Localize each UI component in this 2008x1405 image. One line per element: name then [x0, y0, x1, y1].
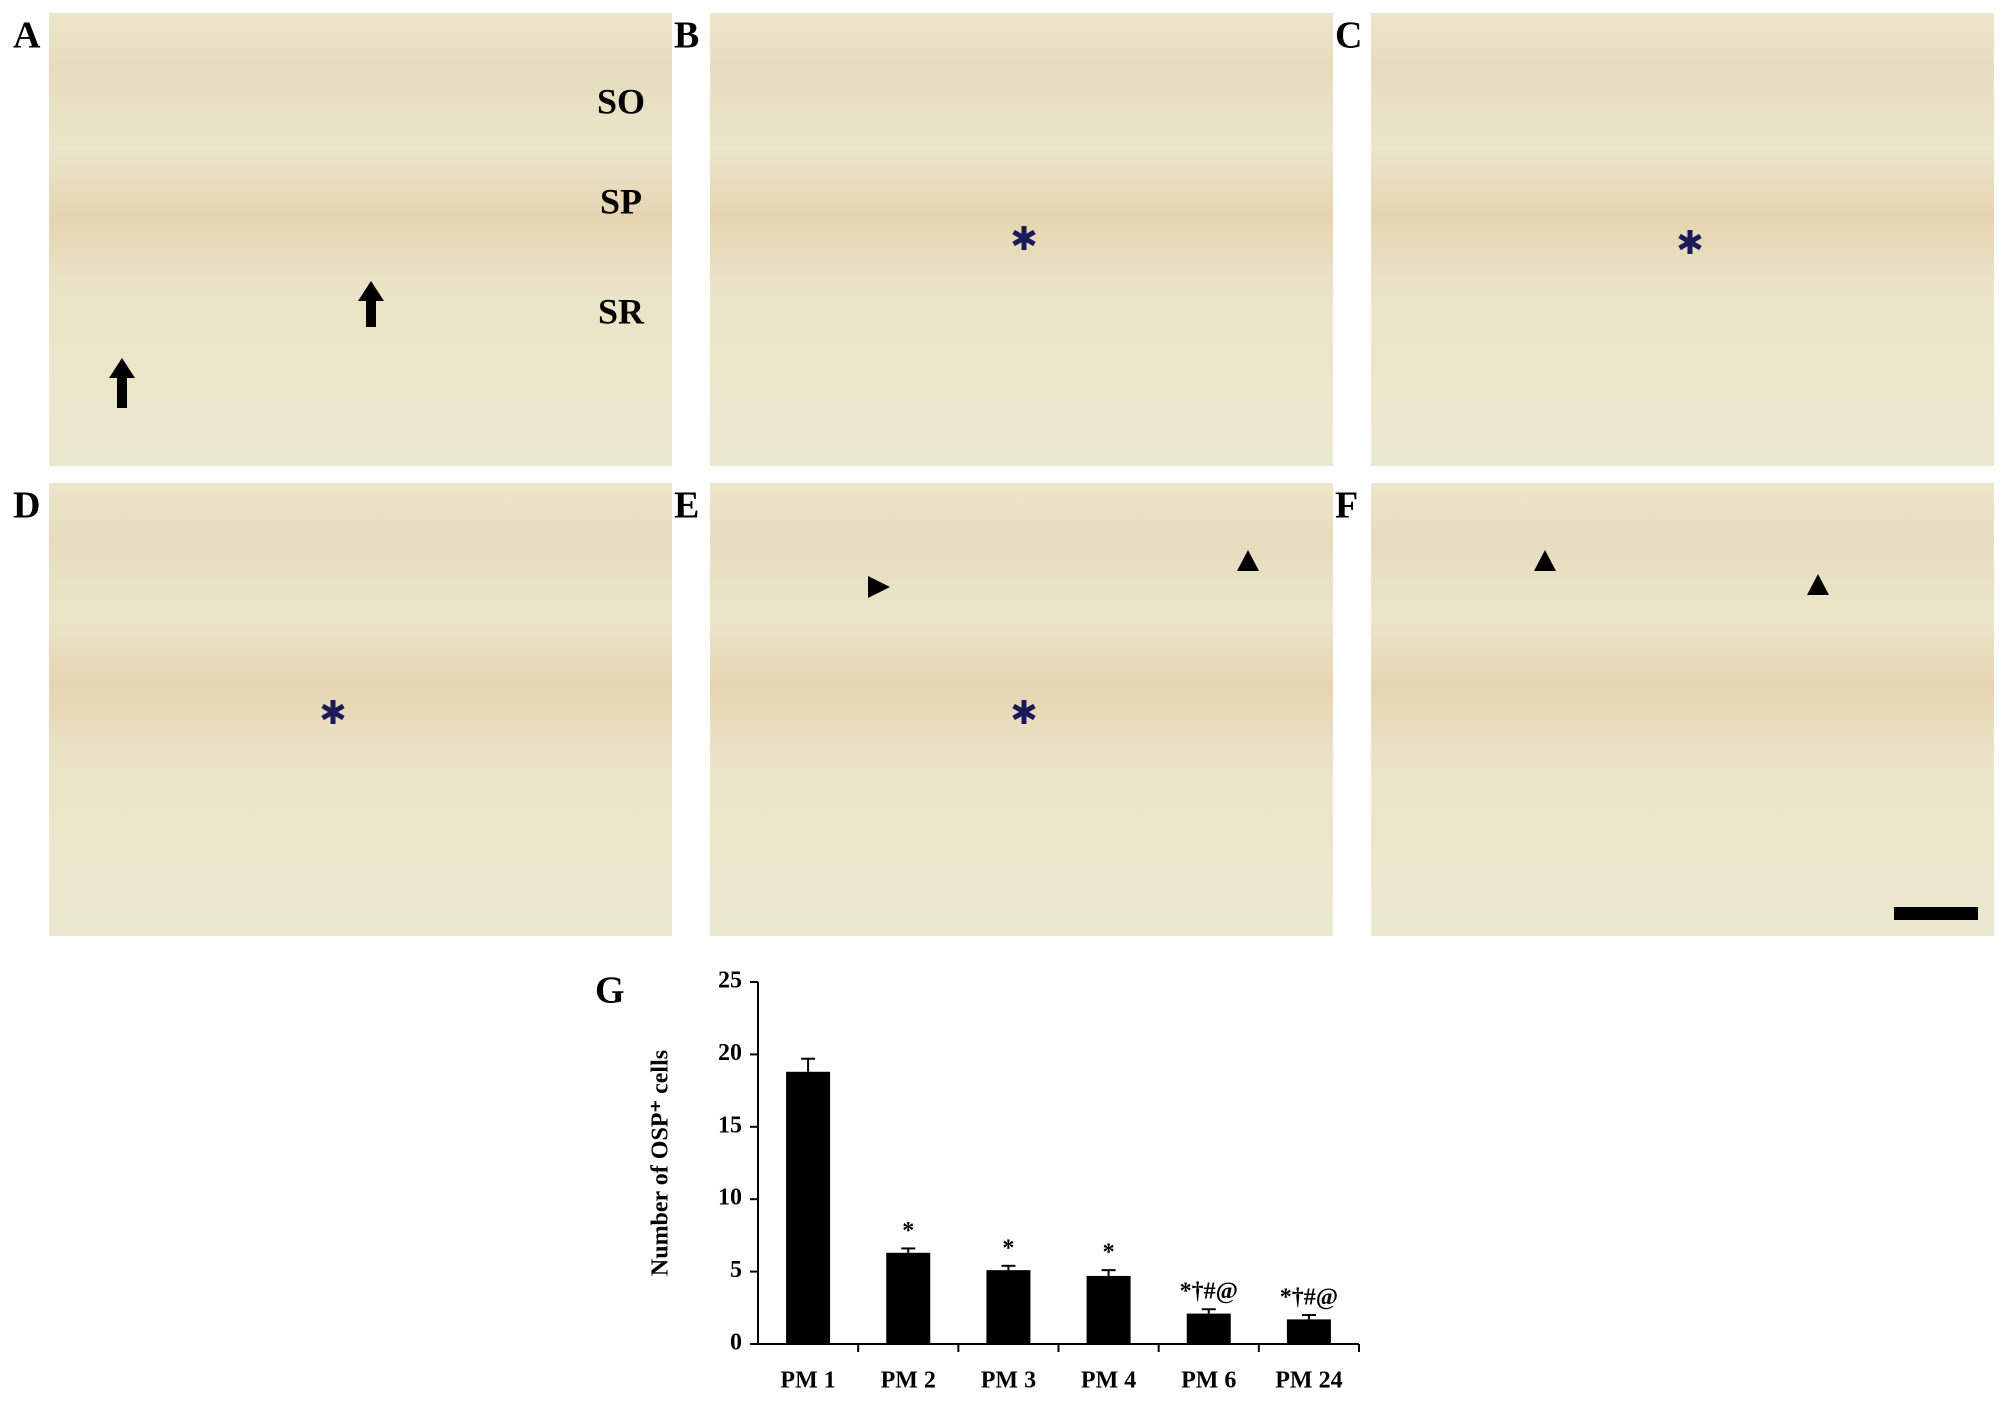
significance-label: * [1002, 1235, 1014, 1261]
panel-label: B [674, 15, 699, 57]
error-bar [1101, 1269, 1116, 1276]
error-bar [1201, 1308, 1216, 1314]
asterisk-stroke [1678, 233, 1702, 251]
annotation-shapes [109, 281, 384, 408]
y-tick-label: 20 [718, 1040, 742, 1066]
asterisk-stroke [321, 703, 345, 721]
error-bar [801, 1057, 816, 1072]
x-tick-label: PM 2 [881, 1368, 936, 1394]
bar [886, 1252, 931, 1344]
x-tick-label: PM 24 [1275, 1368, 1342, 1394]
bar [1186, 1313, 1231, 1344]
significance-label: *†#@ [1180, 1279, 1238, 1305]
arrowhead [868, 576, 890, 598]
bar [786, 1071, 831, 1344]
y-tick-label: 5 [730, 1257, 742, 1283]
bar [1286, 1319, 1331, 1344]
y-axis-label: Number of OSP⁺ cells [648, 1050, 674, 1276]
layer-label: SR [598, 291, 645, 331]
y-tick-label: 10 [718, 1185, 742, 1211]
error-bar [901, 1247, 916, 1253]
layer-label: SO [597, 81, 645, 121]
arrowhead [1237, 550, 1259, 571]
panel-label: D [13, 485, 40, 527]
arrowhead [1807, 574, 1829, 595]
asterisk-stroke [1012, 703, 1036, 721]
arrowhead [1534, 550, 1556, 571]
arrow [109, 358, 135, 408]
x-tick-label: PM 4 [1081, 1368, 1136, 1394]
error-bar [1301, 1314, 1316, 1320]
asterisk-stroke [1012, 229, 1036, 247]
x-tick-label: PM 3 [981, 1368, 1036, 1394]
micrograph [1371, 483, 1994, 936]
x-tick-label: PM 1 [780, 1368, 835, 1394]
asterisk [1012, 226, 1036, 250]
bar [1086, 1275, 1131, 1344]
chart-label: G [595, 970, 625, 1012]
asterisk [321, 700, 345, 724]
error-bar [1001, 1264, 1016, 1271]
y-tick-label: 25 [718, 968, 742, 994]
significance-label: *†#@ [1280, 1285, 1338, 1311]
layer-label: SP [600, 181, 642, 221]
bar [986, 1270, 1031, 1344]
micrograph [49, 483, 672, 936]
scale-bar [1894, 907, 1978, 920]
y-tick-label: 15 [718, 1112, 742, 1138]
x-tick-label: PM 6 [1181, 1368, 1236, 1394]
arrow [358, 281, 384, 327]
panel-label: A [13, 15, 41, 57]
y-tick-label: 0 [730, 1330, 742, 1356]
panel-label: C [1335, 15, 1362, 57]
panel-label: F [1335, 485, 1358, 527]
significance-label: * [902, 1218, 914, 1244]
significance-label: * [1103, 1240, 1115, 1266]
asterisk [1012, 700, 1036, 724]
panel-label: E [674, 485, 699, 527]
micrograph [49, 13, 672, 466]
asterisk [1678, 230, 1702, 254]
